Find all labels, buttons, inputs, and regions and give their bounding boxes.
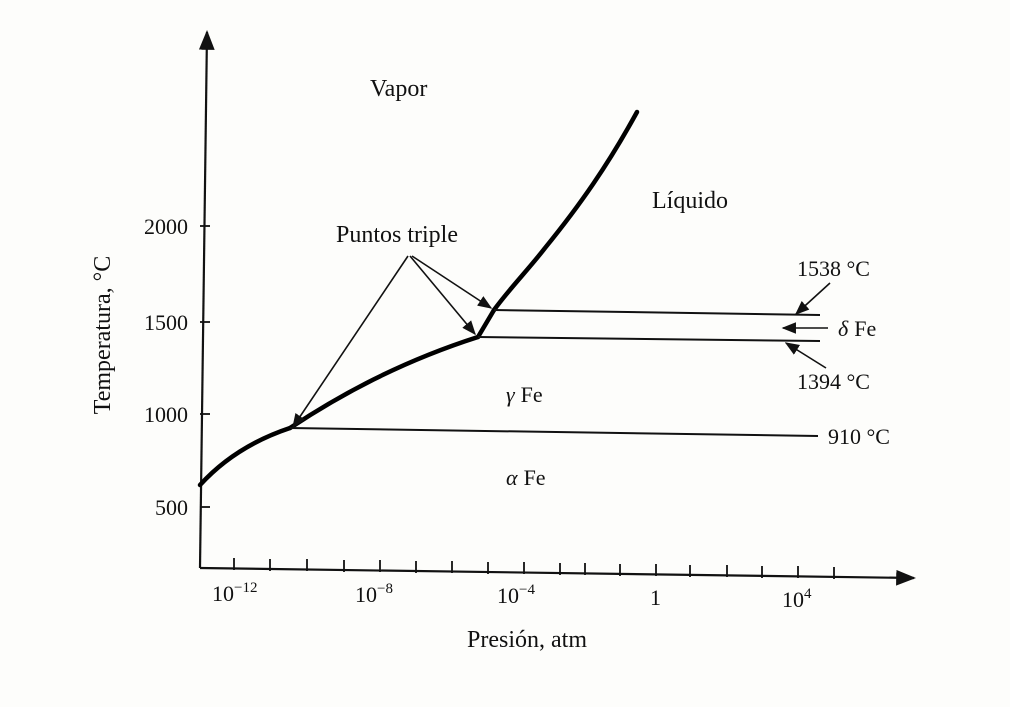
y-tick-label-2000: 2000 [144, 214, 188, 239]
x-tick-label-1: 1 [650, 585, 661, 610]
label-1394C: 1394 °C [797, 369, 870, 394]
x-axis-title: Presión, atm [467, 627, 587, 653]
y-tick-label-500: 500 [155, 495, 188, 520]
region-liquid-label: Líquido [652, 188, 728, 214]
y-tick-label-1000: 1000 [144, 402, 188, 427]
region-alpha-fe-label: α Fe [506, 465, 546, 490]
y-tick-label-1500: 1500 [144, 310, 188, 335]
region-gamma-fe-label: γ Fe [506, 382, 543, 407]
label-1538C: 1538 °C [797, 256, 870, 281]
line-1538C [493, 309, 821, 316]
x-tick-label-1e-4: 10−4 [497, 582, 535, 608]
region-delta-fe-label: δ Fe [838, 316, 876, 341]
liquid-vapor-boundary [491, 109, 640, 313]
region-vapor-label: Vapor [370, 76, 427, 102]
arrow-1394C [784, 342, 827, 369]
x-tick-label-1e4: 104 [782, 586, 812, 612]
line-1394C [477, 336, 821, 342]
arrow-1538C [794, 282, 831, 315]
delta-vapor-boundary [475, 307, 497, 340]
triple-point-arrow-1 [292, 255, 409, 429]
y-ticks [200, 225, 210, 508]
triple-points-label: Puntos triple [336, 222, 458, 248]
line-910C [289, 427, 819, 437]
y-axis [198, 30, 215, 569]
x-axis [199, 566, 916, 586]
y-axis-title: Temperatura, °C [90, 256, 116, 415]
label-910C: 910 °C [828, 424, 890, 449]
triple-point-arrow-3 [411, 255, 493, 309]
x-tick-label-1e-8: 10−8 [355, 581, 393, 607]
x-ticks [233, 558, 835, 579]
x-tick-label-1e-12: 10−12 [212, 580, 257, 606]
alpha-vapor-boundary [197, 425, 293, 488]
gamma-vapor-boundary [287, 334, 481, 431]
triple-point-arrow-2 [409, 255, 476, 336]
